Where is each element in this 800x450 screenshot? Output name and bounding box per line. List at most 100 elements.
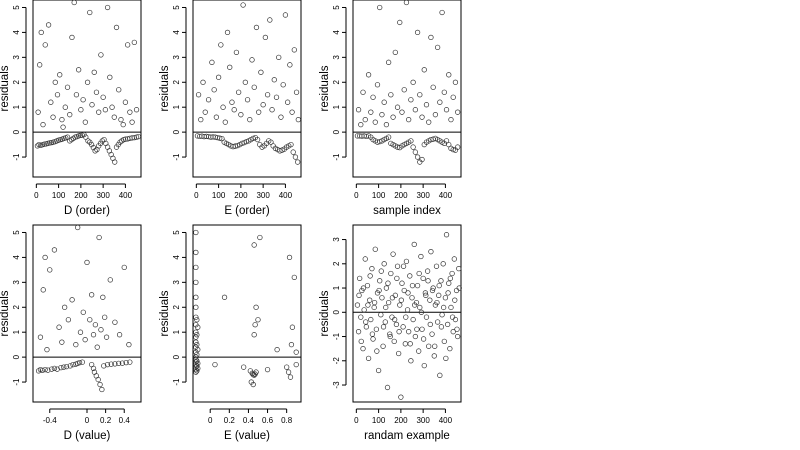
- data-point: [437, 372, 443, 378]
- data-point: [269, 107, 275, 113]
- data-point: [376, 287, 382, 294]
- data-point: [194, 358, 200, 364]
- data-point: [280, 82, 286, 88]
- data-point: [244, 97, 251, 103]
- data-point: [456, 265, 462, 272]
- data-point: [123, 359, 129, 366]
- data-point: [67, 112, 73, 118]
- y-axis-label: residuals: [159, 65, 171, 111]
- data-point: [111, 114, 117, 120]
- panel-random-example: 0 100 200 300 400 -3 -2 -1 0 1 2 3 randam example res…: [319, 224, 462, 442]
- data-point: [291, 47, 297, 53]
- data-point: [253, 304, 259, 310]
- data-point: [428, 249, 434, 255]
- data-point: [288, 141, 294, 148]
- y-tick-label: -1: [12, 153, 21, 161]
- data-point: [414, 326, 420, 332]
- x-axis-label: E (value): [224, 430, 270, 442]
- data-point: [45, 367, 51, 373]
- data-point: [217, 135, 223, 141]
- data-point: [205, 97, 212, 103]
- data-point: [357, 275, 363, 281]
- data-point: [388, 92, 394, 98]
- data-point: [88, 141, 95, 148]
- x-axis-label: randam example: [364, 430, 450, 442]
- data-point: [287, 62, 293, 68]
- x-tick-label: 400: [439, 191, 453, 200]
- data-point: [418, 309, 425, 315]
- x-tick-label: 400: [119, 191, 133, 200]
- x-tick-label: 200: [394, 191, 408, 200]
- data-point: [423, 292, 429, 298]
- data-point: [34, 143, 41, 149]
- data-point: [48, 366, 55, 372]
- data-point: [233, 49, 240, 56]
- data-point: [385, 299, 392, 306]
- data-point: [231, 107, 237, 113]
- data-point: [441, 338, 447, 345]
- data-point: [284, 364, 290, 370]
- data-point: [454, 326, 460, 332]
- data-point: [47, 140, 53, 146]
- data-point: [392, 292, 398, 298]
- data-point: [102, 107, 109, 113]
- x-tick-label: -0.4: [43, 416, 57, 425]
- data-point: [109, 104, 115, 110]
- data-point: [436, 292, 442, 298]
- y-tick-label: 0: [12, 129, 21, 134]
- data-point: [451, 256, 457, 262]
- data-point: [247, 117, 253, 123]
- data-point: [444, 321, 451, 328]
- data-point: [414, 282, 421, 289]
- data-point: [410, 316, 416, 323]
- data-point: [360, 285, 367, 291]
- data-point: [112, 361, 118, 367]
- data-point: [200, 79, 206, 85]
- data-point: [425, 278, 431, 284]
- data-point: [243, 138, 250, 145]
- x-tick-label: 0.2: [100, 416, 112, 425]
- data-point: [448, 117, 454, 123]
- data-point: [195, 360, 201, 367]
- data-point: [407, 273, 413, 279]
- data-point: [420, 275, 426, 281]
- data-point: [75, 67, 82, 73]
- data-point: [193, 264, 199, 271]
- data-point: [251, 84, 257, 90]
- data-point: [249, 57, 255, 63]
- data-point: [443, 107, 450, 113]
- data-point: [423, 102, 430, 108]
- data-point: [290, 149, 296, 155]
- y-tick-label: -1: [172, 153, 181, 161]
- data-point: [38, 29, 44, 36]
- data-point: [446, 72, 452, 78]
- plot-frame: [32, 0, 142, 178]
- data-point: [78, 107, 84, 113]
- y-tick-label: 0: [12, 354, 21, 359]
- data-point: [385, 280, 391, 286]
- data-point: [452, 297, 458, 303]
- data-point: [193, 279, 199, 285]
- data-point: [44, 346, 50, 353]
- data-point: [387, 331, 393, 337]
- data-point: [121, 264, 127, 271]
- data-point: [194, 368, 200, 374]
- y-tick-label: 5: [332, 5, 341, 10]
- data-point: [96, 234, 102, 241]
- data-point: [441, 89, 447, 95]
- data-point: [455, 333, 461, 340]
- y-axis-label: residuals: [159, 290, 171, 336]
- data-point: [63, 363, 70, 370]
- data-point: [193, 304, 199, 310]
- plot-frame: [192, 0, 302, 178]
- data-point: [95, 376, 101, 383]
- data-point: [390, 251, 396, 257]
- data-point: [410, 144, 416, 150]
- data-point: [51, 247, 58, 253]
- data-point: [39, 367, 45, 373]
- data-point: [431, 353, 437, 359]
- data-point: [439, 312, 445, 318]
- data-point: [387, 333, 393, 340]
- data-point: [408, 358, 414, 364]
- data-point: [383, 304, 389, 311]
